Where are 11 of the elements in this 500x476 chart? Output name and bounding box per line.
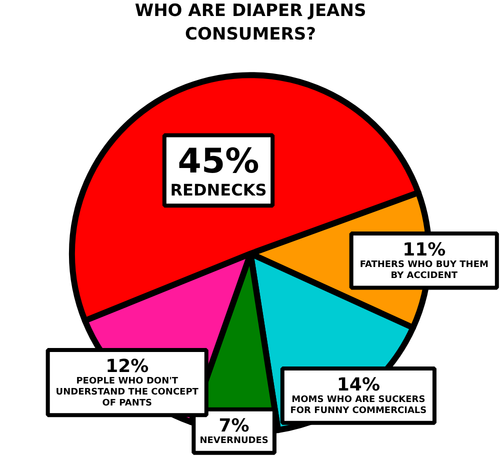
data-label: 7% [218,415,250,436]
data-label: 12% [106,356,149,377]
data-label: 14% [336,374,380,396]
slice-label: FATHERS WHO BUY THEM BY ACCIDENT [360,260,488,281]
slice-label: NEVERNUDES [200,436,268,446]
slice-label: PEOPLE WHO DON'T UNDERSTAND THE CONCEPT OF PANTS [56,376,200,408]
data-label: 45% [178,141,260,182]
data-label: 11% [402,239,446,260]
chart-title: WHO ARE DIAPER JEANS CONSUMERS? [134,1,366,44]
slice-label: REDNECKS [170,180,267,200]
slice-label: MOMS WHO ARE SUCKERS FOR FUNNY COMMERCIALS [290,395,427,416]
